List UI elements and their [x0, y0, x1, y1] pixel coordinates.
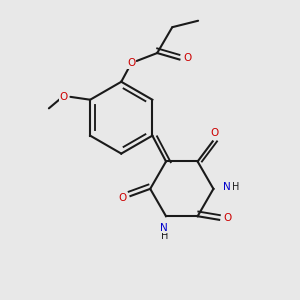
Text: O: O	[183, 53, 191, 63]
Text: O: O	[118, 193, 127, 203]
Text: O: O	[59, 92, 68, 102]
Text: O: O	[223, 213, 231, 224]
Text: H: H	[160, 231, 168, 241]
Text: N: N	[224, 182, 231, 192]
Text: H: H	[232, 182, 239, 192]
Text: O: O	[210, 128, 219, 139]
Text: N: N	[160, 223, 168, 233]
Text: O: O	[127, 58, 136, 68]
